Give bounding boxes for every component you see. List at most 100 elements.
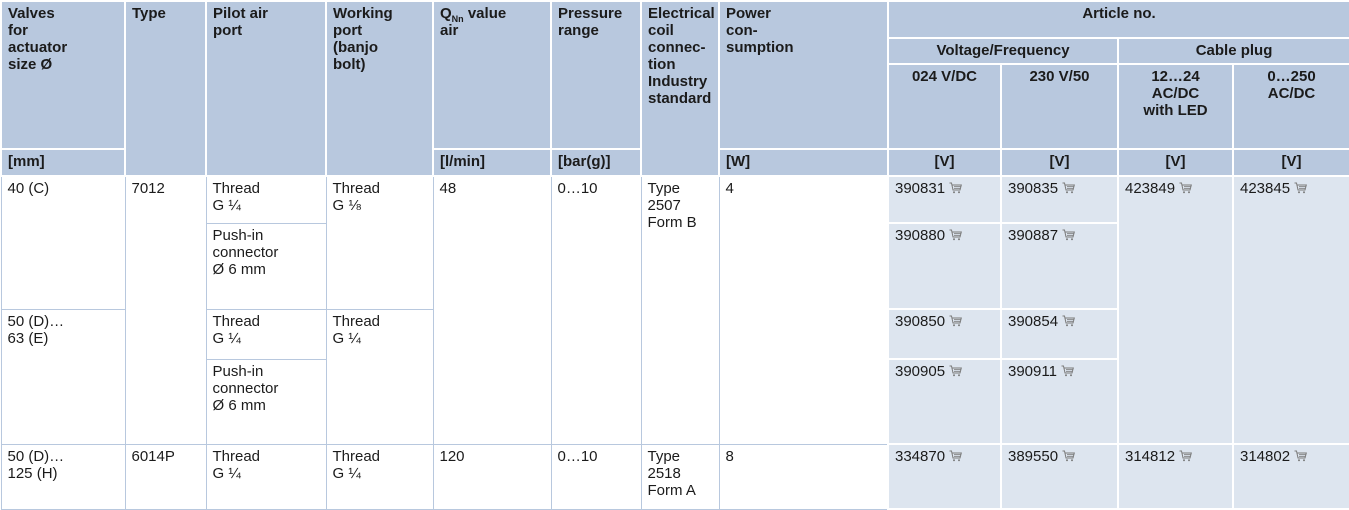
cart-wheel (953, 324, 956, 327)
cell: Type 2507 Form B (640, 175, 720, 445)
cart-icon[interactable] (1179, 182, 1193, 194)
article-number[interactable]: 314812 (1125, 448, 1176, 465)
cart-icon[interactable] (1062, 229, 1076, 241)
cart-body (1061, 365, 1074, 374)
article-number[interactable]: 390854 (1008, 313, 1059, 330)
cart-lines (1299, 186, 1306, 189)
cart-body (1294, 182, 1308, 191)
article-number[interactable]: 314802 (1240, 448, 1291, 465)
cart-wheel (958, 238, 961, 241)
cart-lines (954, 454, 961, 457)
article-number[interactable]: 390887 (1008, 227, 1059, 244)
unit-cell: [V] (887, 148, 1002, 177)
cell: Thread G ⅛ (325, 175, 434, 310)
cart-wheel (1298, 191, 1301, 194)
cart-icon[interactable] (1294, 450, 1308, 462)
cell: 120 (432, 443, 552, 510)
cart-wheel (1303, 459, 1306, 462)
cart-wheel (958, 191, 961, 194)
article-cell[interactable]: 390911 (1000, 358, 1119, 445)
header-cell: 024 V/DC (887, 63, 1002, 150)
cart-lines (954, 369, 961, 372)
header-cell: Pressure range (550, 0, 642, 150)
cart-icon[interactable] (949, 315, 963, 327)
cell: 8 (718, 443, 889, 510)
article-cell[interactable]: 390905 (887, 358, 1002, 445)
cart-body (1062, 315, 1076, 324)
cell: 48 (432, 175, 552, 445)
cart-lines (954, 233, 961, 236)
article-cell[interactable]: 423849 (1117, 175, 1234, 445)
cart-wheel (1071, 324, 1074, 327)
cart-icon[interactable] (949, 229, 963, 241)
article-number[interactable]: 390911 (1008, 363, 1057, 380)
article-cell[interactable]: 390854 (1000, 308, 1119, 360)
article-number[interactable]: 389550 (1008, 448, 1059, 465)
cart-wheel (1183, 191, 1186, 194)
cart-wheel (1066, 191, 1069, 194)
cart-lines (1184, 454, 1191, 457)
header-cell: Power con- sumption (718, 0, 889, 150)
unit-cell: [l/min] (432, 148, 552, 177)
cart-icon[interactable] (1061, 365, 1074, 377)
article-number[interactable]: 423849 (1125, 180, 1176, 197)
cart-icon[interactable] (1062, 315, 1076, 327)
header-cell: Valves for actuator size Ø (0, 0, 126, 150)
header-cell: Type (124, 0, 207, 177)
header-cell: Article no. (886, 0, 1349, 39)
cart-icon[interactable] (949, 182, 963, 194)
article-number[interactable]: 423845 (1240, 180, 1291, 197)
article-number[interactable]: 390850 (895, 313, 946, 330)
cart-icon[interactable] (949, 365, 963, 377)
article-number[interactable]: 390835 (1008, 180, 1059, 197)
cart-body (1062, 229, 1076, 238)
cart-icon[interactable] (1179, 450, 1193, 462)
cart-lines (954, 319, 961, 322)
cart-icon[interactable] (1062, 450, 1076, 462)
cart-lines (1067, 186, 1074, 189)
unit-cell: [V] (1117, 148, 1234, 177)
cart-lines (954, 186, 961, 189)
cart-wheel (1071, 191, 1074, 194)
cart-wheel (953, 459, 956, 462)
header-cell: 12…24 AC/DC with LED (1117, 63, 1234, 150)
cart-body (1062, 182, 1076, 191)
article-cell[interactable]: 390880 (887, 222, 1002, 310)
cart-wheel (958, 374, 961, 377)
article-cell[interactable]: 314812 (1117, 443, 1234, 510)
cell: Push-in connector Ø 6 mm (205, 222, 327, 310)
article-number[interactable]: 390905 (895, 363, 946, 380)
cart-wheel (1071, 238, 1074, 241)
article-number[interactable]: 390880 (895, 227, 946, 244)
article-cell[interactable]: 389550 (1000, 443, 1119, 510)
cart-body (1179, 182, 1193, 191)
article-cell[interactable]: 390831 (887, 175, 1002, 224)
cart-wheel (1303, 191, 1306, 194)
cart-lines (1299, 454, 1306, 457)
cart-wheel (1064, 374, 1067, 377)
cart-icon[interactable] (1294, 182, 1308, 194)
article-cell[interactable]: 390887 (1000, 222, 1119, 310)
cart-icon[interactable] (949, 450, 963, 462)
article-cell[interactable]: 390835 (1000, 175, 1119, 224)
article-cell[interactable]: 334870 (887, 443, 1002, 510)
cell: 40 (C) (0, 175, 126, 310)
article-number[interactable]: 334870 (895, 448, 946, 465)
cell: Thread G ¼ (325, 308, 434, 445)
unit-cell: [mm] (0, 148, 126, 177)
header-cell: Pilot air port (205, 0, 327, 177)
cell: 6014P (124, 443, 207, 510)
cart-wheel (1066, 324, 1069, 327)
cart-wheel (953, 374, 956, 377)
cart-lines (1184, 186, 1191, 189)
article-cell[interactable]: 314802 (1231, 443, 1349, 510)
cart-body (949, 229, 963, 238)
cart-icon[interactable] (1062, 182, 1076, 194)
article-number[interactable]: 390831 (895, 180, 946, 197)
article-cell[interactable]: 390850 (887, 308, 1002, 360)
article-cell[interactable]: 423845 (1231, 175, 1349, 445)
unit-cell: [V] (1000, 148, 1119, 177)
cell: 50 (D)… 63 (E) (0, 308, 126, 445)
header-subscript: Nn (451, 14, 464, 24)
